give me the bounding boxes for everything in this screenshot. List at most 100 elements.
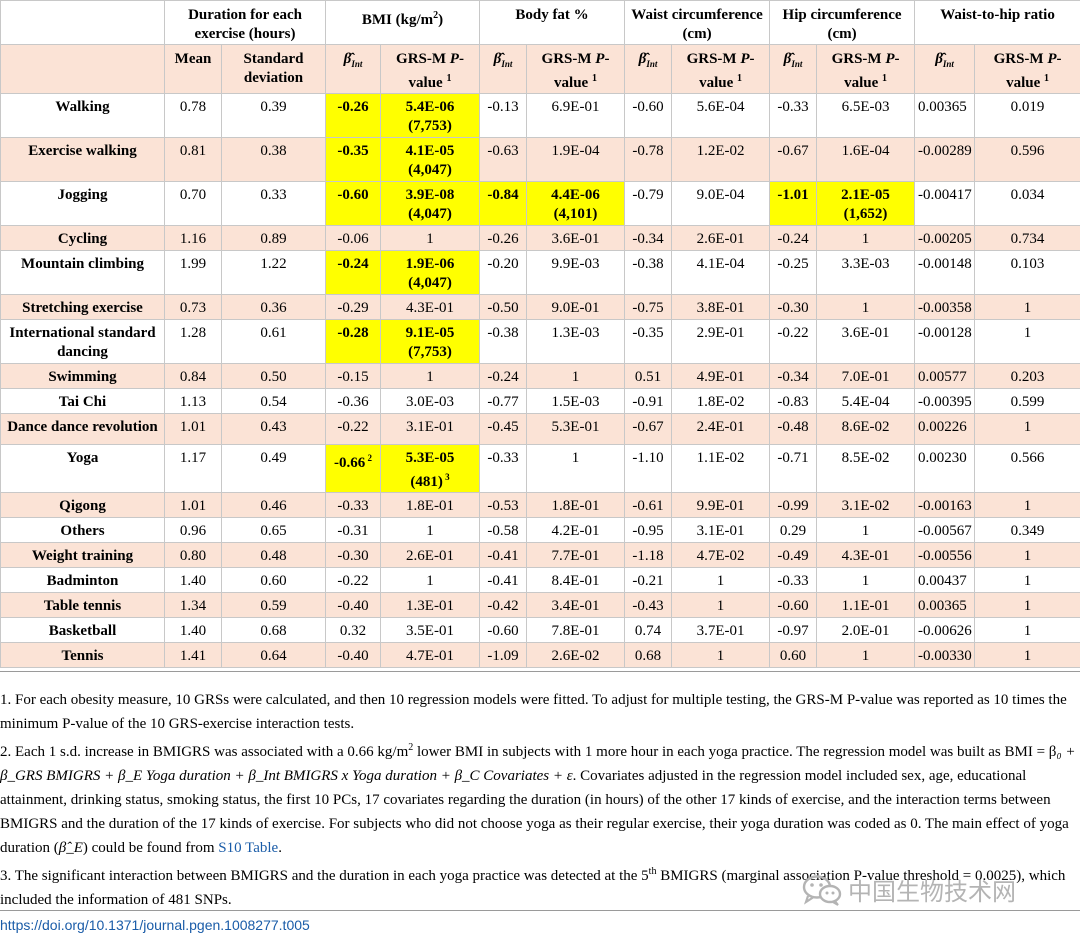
row-pvalue-whr: 0.734 <box>974 225 1080 251</box>
row-beta-bf: -0.60 <box>479 617 528 643</box>
row-sd: 0.46 <box>220 492 327 518</box>
header-waist: Waist circumference (cm) <box>624 0 771 45</box>
table-body: Walking 0.78 0.39 -0.26 5.4E-06 (7,753) -0.13 6… <box>0 93 1080 668</box>
row-pvalue-whr: 0.103 <box>974 250 1080 295</box>
row-beta-bf: -0.41 <box>479 567 528 593</box>
row-pvalue-bmi: 3.0E-03 <box>380 388 481 414</box>
row-beta-wc: -0.61 <box>624 492 673 518</box>
row-pvalue-wc: 3.7E-01 <box>671 617 771 643</box>
row-beta-wc: -0.95 <box>624 517 673 543</box>
row-pvalue-whr: 0.596 <box>974 137 1080 182</box>
row-beta-whr: -0.00330 <box>914 642 976 668</box>
row-pvalue-hc: 8.5E-02 <box>816 444 916 493</box>
row-sd: 0.64 <box>220 642 327 668</box>
row-beta-wc: -0.67 <box>624 413 673 445</box>
header-bmi: BMI (kg/m2) <box>325 0 481 45</box>
row-beta-whr: -0.00395 <box>914 388 976 414</box>
row-pvalue-bf: 7.8E-01 <box>526 617 626 643</box>
table-row: Jogging 0.70 0.33 -0.60 3.9E-08 (4,047) -0.84 4… <box>0 181 1080 226</box>
row-beta-whr: -0.00358 <box>914 294 976 320</box>
row-beta-bmi: -0.36 <box>325 388 382 414</box>
row-sd: 0.39 <box>220 93 327 138</box>
row-pvalue-wc: 1 <box>671 592 771 618</box>
row-pvalue-hc: 1 <box>816 517 916 543</box>
row-beta-whr: 0.00577 <box>914 363 976 389</box>
table-row: Tai Chi 1.13 0.54 -0.36 3.0E-03 -0.77 1.5E-03-… <box>0 388 1080 414</box>
row-pvalue-wc: 1.1E-02 <box>671 444 771 493</box>
footnote-2: 2. Each 1 s.d. increase in BMIGRS was as… <box>0 742 1076 856</box>
table-row: Badminton 1.40 0.60 -0.22 1 -0.41 8.4E-01 -0.21… <box>0 567 1080 593</box>
row-beta-wc: -0.35 <box>624 319 673 364</box>
row-beta-bmi: -0.31 <box>325 517 382 543</box>
row-pvalue-hc: 1 <box>816 642 916 668</box>
row-beta-bmi: -0.40 <box>325 592 382 618</box>
row-pvalue-wc: 4.9E-01 <box>671 363 771 389</box>
row-exercise-name: Tai Chi <box>0 388 165 414</box>
row-mean: 0.78 <box>164 93 222 138</box>
row-pvalue-bf: 4.2E-01 <box>526 517 626 543</box>
row-beta-bmi: -0.66 2 <box>325 444 382 493</box>
row-pvalue-bmi: 1 <box>380 567 481 593</box>
row-mean: 1.40 <box>164 617 222 643</box>
row-beta-bmi: -0.15 <box>325 363 382 389</box>
row-pvalue-bmi: 4.3E-01 <box>380 294 481 320</box>
row-pvalue-whr: 0.599 <box>974 388 1080 414</box>
row-pvalue-wc: 1.2E-02 <box>671 137 771 182</box>
row-beta-bmi: -0.35 <box>325 137 382 182</box>
row-sd: 0.59 <box>220 592 327 618</box>
row-sd: 0.50 <box>220 363 327 389</box>
row-pvalue-bmi: 1 <box>380 225 481 251</box>
footnote-3: 3. The significant interaction between B… <box>0 866 1066 908</box>
header-corner <box>0 0 165 45</box>
row-exercise-name: Basketball <box>0 617 165 643</box>
results-table: Duration for each exercise (hours) BMI (… <box>0 0 1080 668</box>
row-mean: 1.01 <box>164 413 222 445</box>
row-beta-bf: -0.13 <box>479 93 528 138</box>
row-exercise-name: Others <box>0 517 165 543</box>
row-beta-bmi: -0.40 <box>325 642 382 668</box>
row-beta-wc: -0.38 <box>624 250 673 295</box>
row-sd: 0.38 <box>220 137 327 182</box>
row-pvalue-bmi: 3.5E-01 <box>380 617 481 643</box>
row-beta-hc: -0.33 <box>769 567 818 593</box>
row-mean: 0.73 <box>164 294 222 320</box>
row-beta-bmi: -0.24 <box>325 250 382 295</box>
table-row: Mountain climbing 1.99 1.22 -0.24 1.9E-06 (4,… <box>0 250 1080 295</box>
row-beta-hc: -0.97 <box>769 617 818 643</box>
row-beta-hc: -0.24 <box>769 225 818 251</box>
row-beta-bf: -0.41 <box>479 542 528 568</box>
table-row: Dance dance revolution 1.01 0.43 -0.22 3.1E-… <box>0 413 1080 445</box>
table-row: Stretching exercise 0.73 0.36 -0.29 4.3E-01-… <box>0 294 1080 320</box>
row-pvalue-hc: 1 <box>816 294 916 320</box>
footnote-1: 1. For each obesity measure, 10 GRSs wer… <box>0 692 1067 732</box>
row-sd: 0.36 <box>220 294 327 320</box>
row-pvalue-hc: 1 <box>816 225 916 251</box>
doi-link[interactable]: https://doi.org/10.1371/journal.pgen.100… <box>0 917 310 933</box>
row-beta-wc: -1.10 <box>624 444 673 493</box>
row-pvalue-bf: 3.6E-01 <box>526 225 626 251</box>
table-bottom-rule <box>0 671 1080 672</box>
row-pvalue-hc: 3.6E-01 <box>816 319 916 364</box>
row-beta-whr: 0.00365 <box>914 93 976 138</box>
row-beta-hc: -0.25 <box>769 250 818 295</box>
s10-table-link[interactable]: S10 Table <box>218 840 279 856</box>
header-whr: Waist-to-hip ratio <box>914 0 1080 45</box>
row-pvalue-wc: 5.6E-04 <box>671 93 771 138</box>
row-mean: 0.84 <box>164 363 222 389</box>
row-beta-hc: 0.29 <box>769 517 818 543</box>
row-beta-bmi: -0.26 <box>325 93 382 138</box>
row-beta-hc: -0.34 <box>769 363 818 389</box>
row-pvalue-wc: 4.1E-04 <box>671 250 771 295</box>
header-row-sub: Mean Standard deviation β̂Int GRS-M P-val… <box>0 44 1080 94</box>
table-row: Qigong 1.01 0.46 -0.33 1.8E-01 -0.53 1.8E-01 -0… <box>0 492 1080 518</box>
row-beta-whr: -0.00417 <box>914 181 976 226</box>
row-pvalue-wc: 2.4E-01 <box>671 413 771 445</box>
row-mean: 0.81 <box>164 137 222 182</box>
row-pvalue-bf: 3.4E-01 <box>526 592 626 618</box>
row-pvalue-whr: 0.034 <box>974 181 1080 226</box>
row-pvalue-bf: 1.9E-04 <box>526 137 626 182</box>
row-beta-bf: -0.42 <box>479 592 528 618</box>
row-pvalue-hc: 8.6E-02 <box>816 413 916 445</box>
row-beta-bmi: -0.60 <box>325 181 382 226</box>
row-sd: 0.43 <box>220 413 327 445</box>
